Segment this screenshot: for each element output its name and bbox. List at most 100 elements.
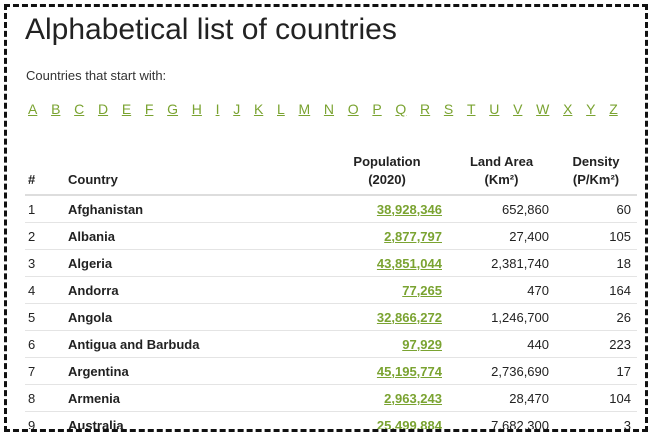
page-title: Alphabetical list of countries [25,13,397,46]
header-land-area-unit: (Km²) [484,172,519,187]
row-land-area: 2,381,740 [448,249,555,277]
row-population-cell: 38,928,346 [326,194,448,223]
population-link[interactable]: 38,928,346 [376,201,442,217]
population-link[interactable]: 77,265 [402,282,442,298]
row-land-area: 2,736,690 [448,357,555,385]
header-population-year: (2020) [368,172,406,187]
letter-link-m[interactable]: M [298,101,311,117]
row-population-cell: 45,195,774 [326,357,448,385]
population-link[interactable]: 32,866,272 [376,309,442,325]
row-density: 105 [555,222,637,250]
row-population-cell: 97,929 [326,330,448,358]
table-row: 5 Angola 32,866,272 1,246,700 26 [25,303,637,331]
row-land-area: 7,682,300 [448,411,555,429]
header-num: # [25,153,62,196]
row-number: 3 [25,249,62,277]
row-country: Argentina [62,357,326,385]
row-density: 26 [555,303,637,331]
table-row: 7 Argentina 45,195,774 2,736,690 17 [25,357,637,385]
countries-table: # Country Population (2020) Land Area (K… [25,153,637,432]
row-density: 3 [555,411,637,429]
row-density: 18 [555,249,637,277]
row-number: 7 [25,357,62,385]
row-country: Afghanistan [62,194,326,223]
row-land-area: 652,860 [448,194,555,223]
population-link[interactable]: 2,963,243 [384,390,442,406]
table-row: 4 Andorra 77,265 470 164 [25,276,637,304]
row-number: 8 [25,384,62,412]
header-land-area-label: Land Area [469,154,534,169]
letter-link-s[interactable]: S [443,101,454,117]
row-population-cell: 2,963,243 [326,384,448,412]
header-country: Country [62,153,326,196]
row-land-area: 28,470 [448,384,555,412]
letter-link-t[interactable]: T [466,101,476,117]
population-link[interactable]: 45,195,774 [376,363,442,379]
row-country: Antigua and Barbuda [62,330,326,358]
row-population-cell: 25,499,884 [326,411,448,432]
row-population-cell: 43,851,044 [326,249,448,277]
row-number: 9 [25,411,62,429]
letter-link-x[interactable]: X [563,101,573,117]
row-country: Armenia [62,384,326,412]
letter-link-g[interactable]: G [167,101,179,117]
row-country: Australia [62,411,326,429]
table-row: 8 Armenia 2,963,243 28,470 104 [25,384,637,412]
letter-link-w[interactable]: W [536,101,550,117]
letter-link-v[interactable]: V [513,101,523,117]
row-density: 104 [555,384,637,412]
letter-link-f[interactable]: F [144,101,154,117]
letter-link-o[interactable]: O [347,101,359,117]
letter-link-d[interactable]: D [97,101,109,117]
letter-link-i[interactable]: I [215,101,220,117]
letter-link-c[interactable]: C [74,101,85,117]
row-density: 17 [555,357,637,385]
letter-link-a[interactable]: A [28,101,38,117]
row-population-cell: 2,877,797 [326,222,448,250]
letter-link-k[interactable]: K [253,101,264,117]
population-link[interactable]: 2,877,797 [384,228,442,244]
row-land-area: 27,400 [448,222,555,250]
table-header-row: # Country Population (2020) Land Area (K… [25,153,637,196]
letter-link-j[interactable]: J [233,101,241,117]
header-population: Population (2020) [326,153,448,196]
letter-link-e[interactable]: E [121,101,132,117]
header-density-label: Density [572,154,620,169]
letter-link-p[interactable]: P [372,101,382,117]
row-number: 2 [25,222,62,250]
letter-link-u[interactable]: U [489,101,500,117]
header-density-unit: (P/Km²) [572,172,620,187]
subtitle: Countries that start with: [26,68,167,83]
letter-link-y[interactable]: Y [586,101,596,117]
letter-link-q[interactable]: Q [395,101,407,117]
table-row: 3 Algeria 43,851,044 2,381,740 18 [25,249,637,277]
letter-link-h[interactable]: H [191,101,202,117]
row-land-area: 470 [448,276,555,304]
letter-link-r[interactable]: R [420,101,431,117]
population-link[interactable]: 25,499,884 [376,417,442,432]
row-land-area: 1,246,700 [448,303,555,331]
row-density: 223 [555,330,637,358]
letter-link-z[interactable]: Z [609,101,618,117]
population-link[interactable]: 43,851,044 [376,255,442,271]
table-row: 6 Antigua and Barbuda 97,929 440 223 [25,330,637,358]
table-row: 2 Albania 2,877,797 27,400 105 [25,222,637,250]
row-number: 4 [25,276,62,304]
population-link[interactable]: 97,929 [402,336,442,352]
header-land-area: Land Area (Km²) [448,153,555,196]
row-country: Albania [62,222,326,250]
letter-link-n[interactable]: N [323,101,335,117]
row-number: 6 [25,330,62,358]
row-population-cell: 77,265 [326,276,448,304]
row-country: Andorra [62,276,326,304]
row-number: 5 [25,303,62,331]
letter-link-l[interactable]: L [277,101,285,117]
row-land-area: 440 [448,330,555,358]
row-country: Algeria [62,249,326,277]
row-number: 1 [25,194,62,223]
table-row: 9 Australia 25,499,884 7,682,300 3 [25,411,637,432]
letter-link-b[interactable]: B [51,101,61,117]
row-country: Angola [62,303,326,331]
row-population-cell: 32,866,272 [326,303,448,331]
